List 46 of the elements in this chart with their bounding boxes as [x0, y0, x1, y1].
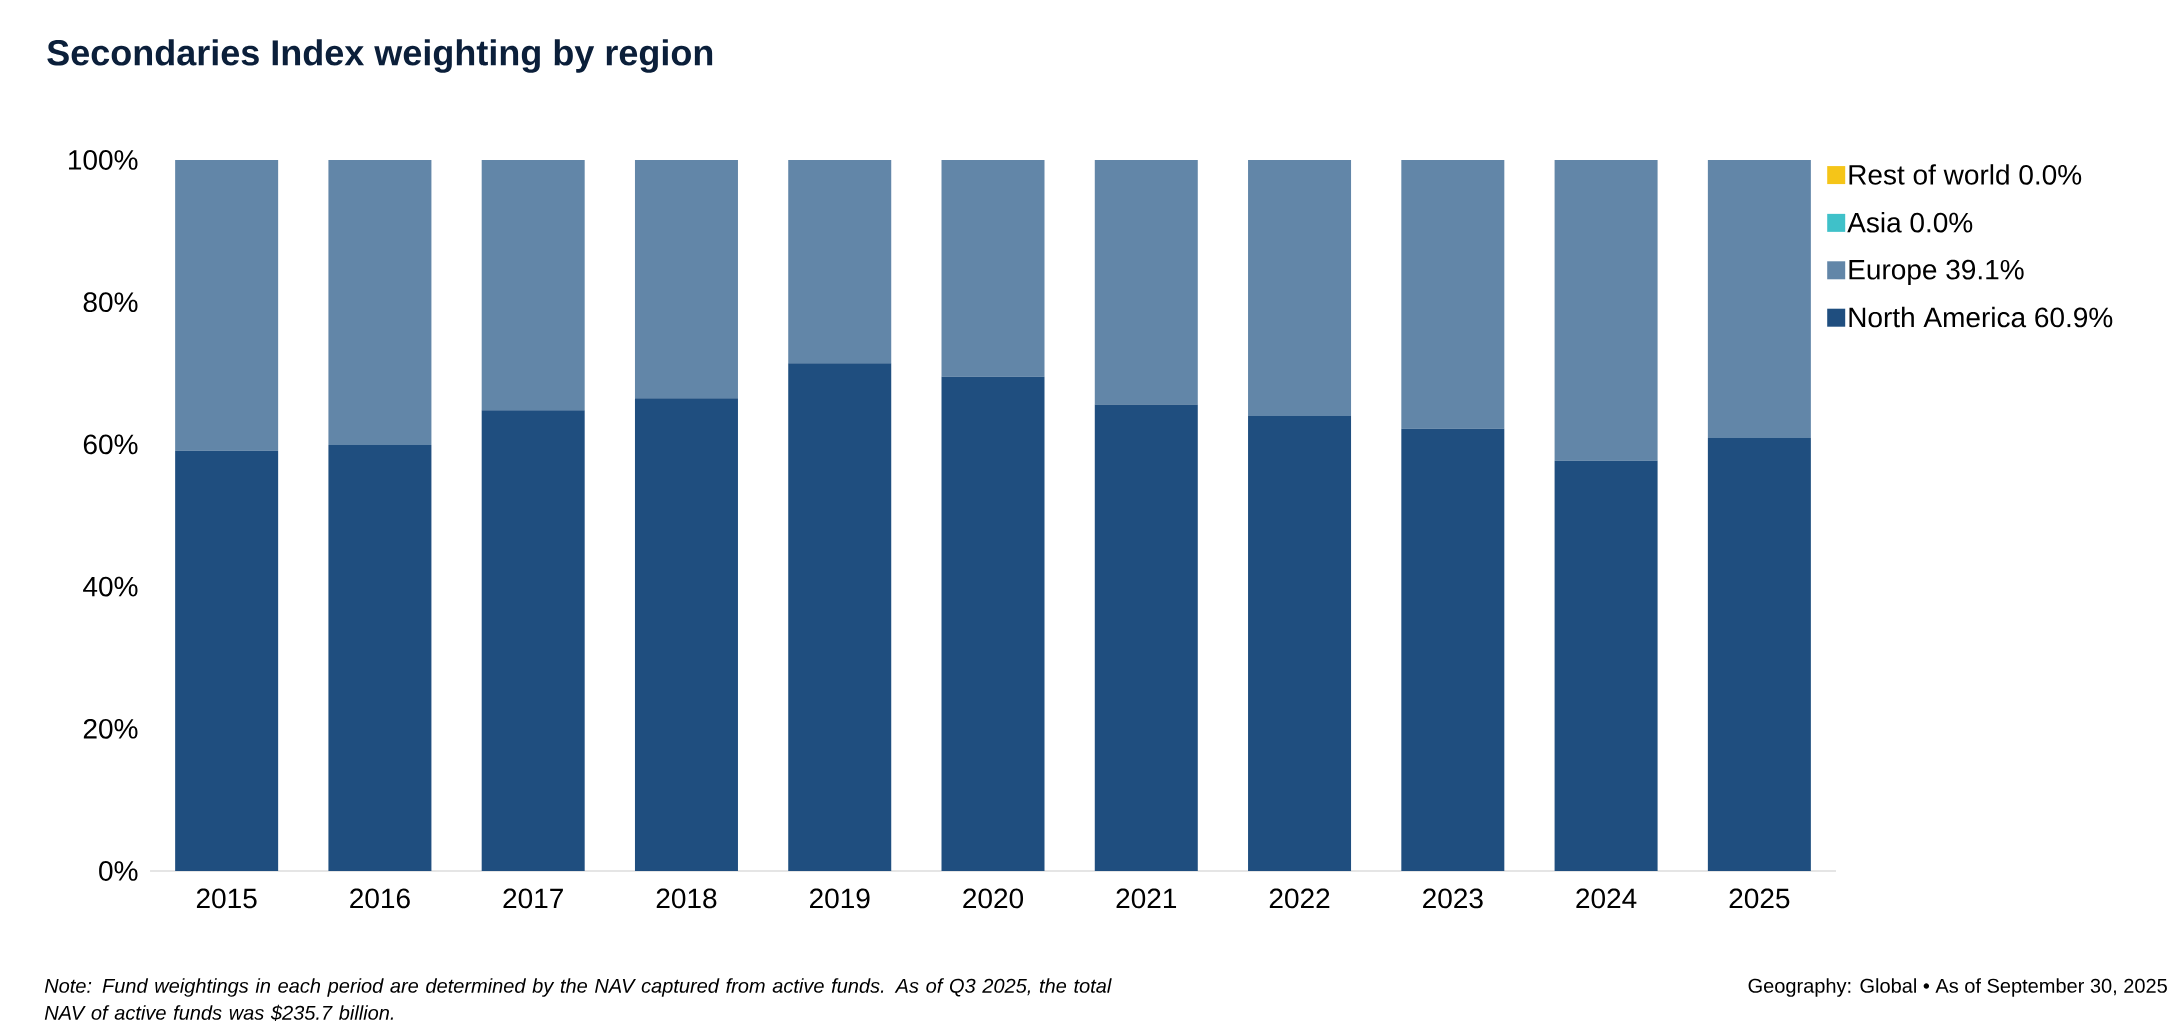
x-tick-label: 2022 [1269, 888, 1330, 909]
bar [175, 450, 279, 871]
bar [1554, 460, 1658, 871]
text: Geography: Global • As of September 30, 2025 [1748, 978, 2167, 997]
x-tick-label: 2016 [350, 888, 410, 909]
bar [1401, 159, 1505, 429]
bar [1248, 159, 1352, 416]
bar [941, 159, 1045, 377]
x-tick-label: 2021 [1116, 888, 1177, 909]
bar [1707, 159, 1811, 438]
bar [328, 159, 432, 446]
text: Note: Fund weightings in each period are determined by the NAV captured from active funds. As of Q3 2025, the total NAV of active funds was $235.7 billion. [44, 978, 1112, 1022]
x-tick-label: 2015 [196, 888, 257, 909]
legend-label: Europe 39.1% [1849, 259, 2024, 286]
bar [788, 159, 892, 364]
legend-label: Rest of world 0.0% [1849, 164, 2082, 185]
y-tick-label: 20% [83, 718, 138, 739]
x-tick-label: 2024 [1576, 888, 1637, 909]
y-tick-label: 100% [69, 150, 138, 170]
bar [1094, 404, 1198, 871]
bar [328, 445, 432, 871]
bar [481, 159, 585, 411]
chart-title: Secondaries Index weighting by region [47, 39, 713, 73]
bar [1248, 415, 1352, 871]
bar [788, 363, 892, 871]
bar [1707, 437, 1811, 871]
bar [941, 376, 1045, 871]
bar [1094, 159, 1198, 405]
bar [1401, 428, 1505, 871]
y-tick-label: 60% [83, 434, 138, 455]
bar [1554, 159, 1658, 461]
x-tick-label: 2023 [1423, 888, 1483, 909]
bar [175, 159, 279, 451]
legend-label: North America 60.9% [1849, 306, 2113, 328]
bar [481, 410, 585, 871]
x-tick-label: 2017 [503, 888, 563, 909]
x-tick-label: 2020 [963, 888, 1024, 909]
bar [634, 159, 738, 399]
y-tick-label: 80% [83, 292, 138, 313]
x-tick-label: 2019 [810, 888, 870, 909]
y-tick-label: 0% [99, 861, 138, 881]
bar [634, 398, 738, 871]
legend-label: Asia 0.0% [1847, 211, 1973, 233]
x-tick-label: 2018 [656, 888, 717, 909]
x-tick-label: 2025 [1729, 888, 1790, 909]
y-tick-label: 40% [83, 576, 138, 597]
